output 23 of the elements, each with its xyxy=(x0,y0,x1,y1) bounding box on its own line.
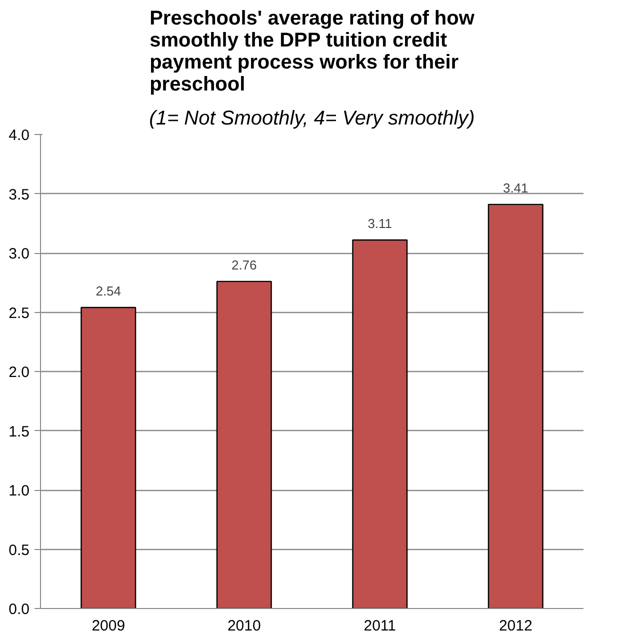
y-tick-label: 1.5 xyxy=(8,423,30,440)
bar xyxy=(216,280,272,608)
y-tick-label: 2.5 xyxy=(8,304,30,322)
y-tick-label: 1.0 xyxy=(8,482,30,500)
x-tick-label: 2012 xyxy=(498,618,532,634)
bar xyxy=(488,204,544,608)
y-tick-label: 2.0 xyxy=(8,364,30,381)
data-label: 3.41 xyxy=(502,180,528,196)
x-tick-label: 2011 xyxy=(364,618,396,634)
y-tick-label: 4.0 xyxy=(8,127,30,144)
data-label: 2.76 xyxy=(231,257,257,272)
bar xyxy=(352,239,408,608)
data-label: 2.54 xyxy=(96,284,122,299)
y-tick-label: 0.5 xyxy=(8,542,30,559)
x-tick-label: 2009 xyxy=(92,618,126,634)
data-label: 3.11 xyxy=(368,216,392,231)
bar xyxy=(80,306,136,608)
chart-title: Preschools' average rating of how smoothly the DPP tuition credit payment process works for their preschool xyxy=(150,8,475,96)
y-tick-label: 0.0 xyxy=(8,601,30,618)
chart-subtitle: (1= Not Smoothly, 4= Very smoothly) xyxy=(149,108,475,130)
x-tick-label: 2010 xyxy=(227,618,261,634)
y-tick-label: 3.5 xyxy=(8,186,30,204)
y-tick-label: 3.0 xyxy=(8,246,30,262)
